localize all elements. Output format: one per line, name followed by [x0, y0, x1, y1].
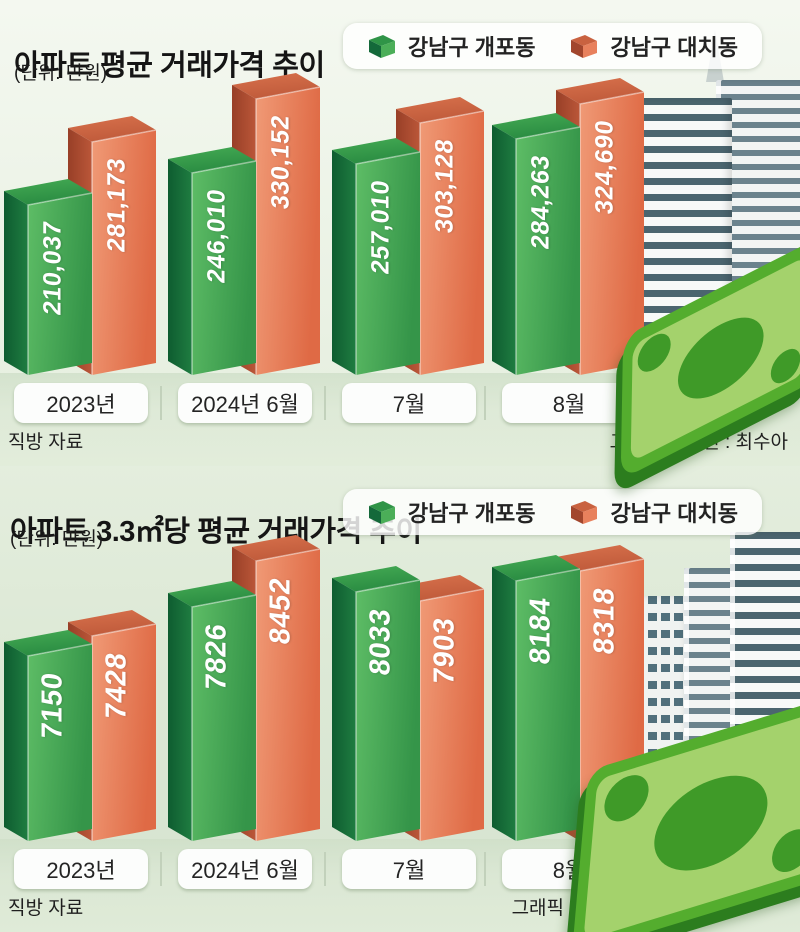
category-separator — [484, 386, 486, 420]
legend-label: 강남구 대치동 — [610, 35, 738, 60]
bar-value-label: 8318 — [588, 585, 621, 656]
bar-gaepo-0: 210,037 — [4, 179, 94, 377]
legend-label: 강남구 개포동 — [407, 35, 536, 60]
category-label-0: 2023년 — [14, 849, 148, 889]
bar-value-label: 281,173 — [102, 156, 131, 254]
category-label-3: 8월 — [502, 383, 636, 423]
category-label-2: 7월 — [342, 383, 476, 423]
bar-value-label: 8184 — [524, 595, 557, 666]
bar-value-label: 7903 — [428, 615, 461, 686]
chart-title: 아파트 평균 거래가격 추이 — [14, 50, 325, 83]
orange-cube-icon — [571, 501, 598, 524]
bar-value-label: 7826 — [200, 621, 233, 692]
bar-value-label: 8033 — [364, 606, 397, 677]
bar-value-label: 324,690 — [590, 118, 619, 216]
bar-value-label: 7428 — [100, 650, 133, 721]
category-axis: 2023년 2024년 6월 7월 8월 — [0, 466, 800, 932]
bar-gaepo-0: 7150 — [4, 630, 94, 843]
bar-gaepo-1: 246,010 — [168, 147, 258, 377]
category-separator — [324, 386, 326, 420]
bar-value-label: 330,152 — [266, 113, 295, 211]
legend-label: 강남구 개포동 — [407, 501, 536, 526]
bar-value-label: 284,263 — [526, 153, 555, 251]
bar-gaepo-2: 8033 — [332, 566, 422, 843]
bar-gaepo-3: 8184 — [492, 555, 582, 843]
legend: 강남구 개포동 강남구 대치동 — [342, 489, 762, 535]
green-cube-icon — [368, 501, 395, 524]
unit-label: (단위: 만원) — [10, 529, 104, 550]
bar-gaepo-3: 284,263 — [492, 113, 582, 377]
bar-value-label: 303,128 — [430, 137, 459, 235]
legend-item-gaepo: 강남구 개포동 — [367, 496, 536, 528]
legend-item-daechi: 강남구 대치동 — [569, 496, 738, 528]
legend-label: 강남구 대치동 — [610, 501, 738, 526]
bar-value-label: 210,037 — [38, 219, 67, 317]
green-cube-icon — [368, 35, 395, 58]
category-separator — [160, 852, 162, 886]
bar-value-label: 257,010 — [366, 178, 395, 276]
legend-item-gaepo: 강남구 개포동 — [367, 30, 536, 62]
chart-section-price-per-3_3sqm: 아파트 3.3㎡당 평균 거래가격 추이 (단위: 만원) 강남구 개포동 강남… — [0, 466, 800, 932]
legend-item-daechi: 강남구 대치동 — [569, 30, 738, 62]
category-label-2: 7월 — [342, 849, 476, 889]
category-axis: 2023년 2024년 6월 7월 8월 — [14, 383, 636, 423]
bar-gaepo-1: 7826 — [168, 581, 258, 843]
category-label-0: 2023년 — [14, 383, 148, 423]
source-label: 직방 자료 — [8, 898, 84, 919]
orange-cube-icon — [571, 35, 598, 58]
bar-gaepo-2: 257,010 — [332, 138, 422, 377]
category-separator — [324, 852, 326, 886]
unit-label: (단위: 만원) — [14, 63, 108, 84]
legend: 강남구 개포동 강남구 대치동 — [342, 23, 762, 69]
bar-value-label: 8452 — [264, 575, 297, 646]
category-separator — [160, 386, 162, 420]
bar-value-label: 7150 — [36, 670, 69, 741]
category-label-1: 2024년 6월 — [178, 849, 312, 889]
category-label-1: 2024년 6월 — [178, 383, 312, 423]
bar-plot-area: 281,173 210,037 330,152 246,010 303,128 257,0… — [4, 73, 645, 377]
chart-section-average-price: 아파트 평균 거래가격 추이 (단위: 만원) 강남구 개포동 강남구 대치동 — [0, 23, 800, 480]
category-separator — [484, 852, 486, 886]
source-label: 직방 자료 — [8, 432, 84, 453]
bar-plot-area: 7428 7150 8452 7826 7903 8033 8318 8184 — [0, 466, 800, 932]
bar-value-label: 246,010 — [202, 187, 231, 285]
